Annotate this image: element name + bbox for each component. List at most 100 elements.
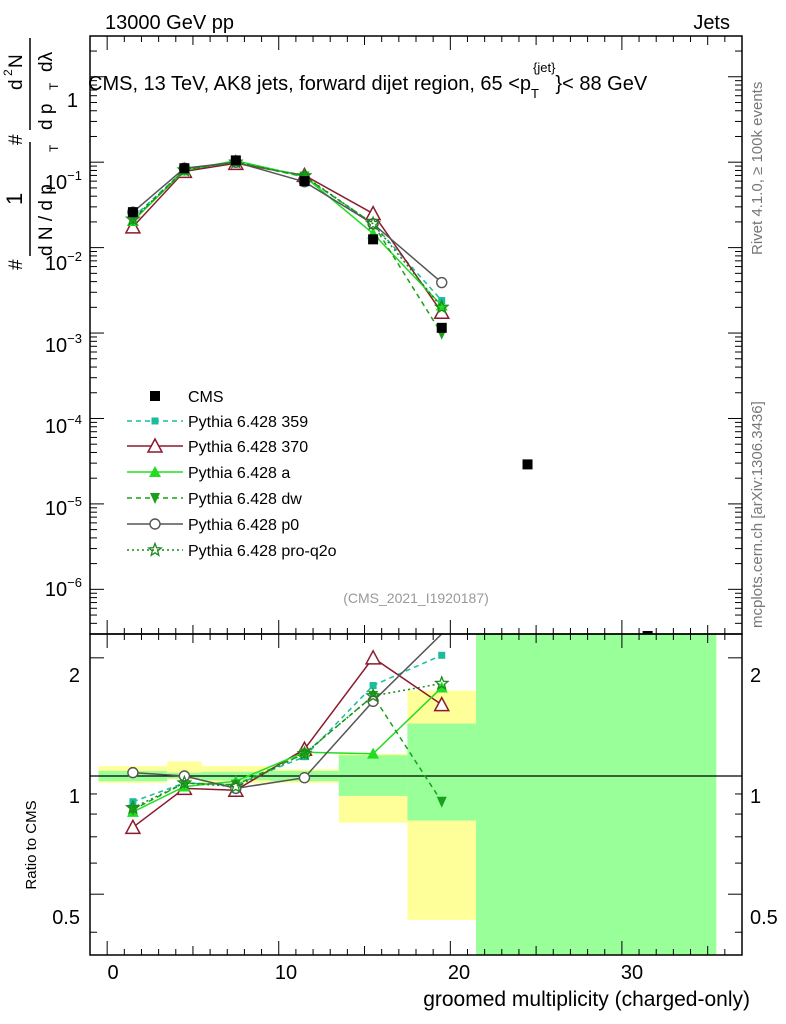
marker-square: [150, 391, 160, 401]
legend-label: Pythia 6.428 a: [188, 465, 290, 482]
analysis-id-label: (CMS_2021_I1920187): [343, 590, 489, 606]
marker-star: [433, 675, 450, 691]
main-plot-curves: [124, 153, 653, 634]
ratio-series-line: [132, 694, 443, 811]
ylabel-denominator-2: d p: [36, 104, 57, 130]
marker-square: [368, 234, 379, 245]
axis-frames: [89, 35, 743, 956]
marker-star: [365, 215, 381, 231]
marker-open-triangle: [146, 437, 164, 453]
marker-square: [522, 459, 533, 470]
marker-square: [127, 207, 138, 218]
legend-entry-a: Pythia 6.428 a: [127, 465, 290, 482]
marker-down-triangle: [436, 796, 447, 808]
main-ytick-label: 10−5: [45, 494, 82, 520]
marker-open-triangle: [364, 649, 382, 665]
marker-star: [433, 298, 450, 315]
marker-open-triangle: [433, 696, 450, 712]
legend-label: Pythia 6.428 359: [188, 414, 308, 431]
ratio-series-line: [132, 633, 443, 790]
ratio-y-axis-label: Ratio to CMS: [23, 800, 40, 889]
xtick-label: 20: [448, 962, 470, 984]
main-ytick-label: 10−2: [45, 249, 82, 275]
ratio-ytick-label-right: 2: [750, 665, 761, 687]
marker-triangle: [367, 747, 380, 759]
main-ytick-label: 10−6: [45, 575, 82, 601]
marker-open-circle: [127, 766, 139, 779]
legend-label: Pythia 6.428 p0: [188, 517, 299, 534]
ylabel-d-numerator: d: [6, 79, 27, 90]
marker-triangle: [149, 466, 161, 477]
ylabel-hash-2: #: [6, 134, 27, 145]
legend-entry-pro-q2o: Pythia 6.428 pro-q2o: [127, 541, 337, 560]
legend-entry-cms: CMS: [150, 389, 224, 406]
series-line: [132, 162, 443, 313]
marker-star: [147, 541, 163, 557]
ylabel-one: 1: [2, 193, 27, 205]
marker-open-triangle: [124, 218, 142, 234]
series-line: [132, 161, 443, 302]
ylabel-sub-t-2: T: [47, 82, 61, 90]
main-ytick-label: 10−1: [45, 168, 82, 194]
legend-label: CMS: [188, 389, 224, 406]
header-left: 13000 GeV pp: [105, 12, 234, 34]
ratio-ytick-label-right: 0.5: [750, 907, 778, 929]
x-axis-label: groomed multiplicity (charged-only): [423, 988, 750, 1011]
ratio-ytick-label: 1: [69, 786, 80, 808]
header-right: Jets: [693, 12, 730, 34]
legend-entry-dw: Pythia 6.428 dw: [127, 491, 302, 508]
marker-small-square: [438, 651, 446, 659]
ylabel-hash-1: #: [6, 259, 27, 270]
legend-marker-dw: [127, 493, 183, 504]
series-line: [132, 159, 443, 307]
marker-star: [124, 799, 141, 815]
marker-square: [179, 163, 190, 174]
plot-title-end: }< 88 GeV: [555, 73, 647, 95]
legend-label: Pythia 6.428 dw: [188, 491, 302, 508]
marker-open-circle: [436, 276, 448, 289]
legend-marker-pro-q2o: [127, 541, 183, 557]
ratio-ytick-label: 0.5: [52, 907, 80, 929]
ratio-series-line: [132, 682, 442, 809]
ratio-ytick-label: 2: [69, 665, 80, 687]
plot-title: CMS, 13 TeV, AK8 jets, forward dijet reg…: [88, 60, 648, 101]
legend-marker-a: [127, 466, 183, 477]
legend-marker-cms: [150, 391, 160, 401]
ratio-uncertainty-bands: [90, 634, 742, 955]
ratio-y-tick-labels: 2 1 0.5 2 1 0.5: [52, 665, 778, 929]
rivet-version-label: Rivet 4.1.0, ≥ 100k events: [749, 82, 766, 255]
legend-label: Pythia 6.428 pro-q2o: [188, 543, 337, 560]
ylabel-sup-2: 2: [1, 69, 15, 76]
marker-open-circle: [298, 772, 311, 784]
ylabel-sub-t-1: T: [47, 144, 61, 152]
ylabel-dlambda: dλ: [36, 51, 57, 72]
marker-square: [436, 322, 447, 333]
ratio-series-line: [132, 654, 443, 803]
marker-open-circle: [149, 518, 161, 530]
ratio-ytick-label-right: 1: [750, 786, 761, 808]
series-line: [132, 161, 443, 308]
marker-square: [230, 155, 241, 166]
plot-title-sub: T: [531, 86, 539, 101]
legend-entry-370: Pythia 6.428 370: [127, 437, 308, 456]
legend-label: Pythia 6.428 370: [188, 439, 308, 456]
marker-star: [296, 745, 313, 761]
main-ytick-label: 1: [67, 90, 78, 112]
marker-star: [227, 778, 244, 794]
legend: CMS Pythia 6.428 359 Pythia 6.428 370 Py…: [127, 389, 337, 560]
legend-marker-359: [127, 417, 183, 425]
ylabel-n-numerator: N: [6, 54, 27, 68]
marker-down-triangle: [127, 215, 138, 227]
plot-title-sup: {jet}: [533, 60, 556, 75]
ratio-plot-curves: [124, 633, 450, 835]
marker-star: [365, 687, 382, 703]
marker-square: [299, 176, 310, 187]
ratio-series-line: [132, 687, 443, 813]
marker-star: [176, 774, 193, 790]
xtick-label: 0: [107, 962, 118, 984]
legend-marker-370: [127, 437, 183, 453]
marker-small-square: [369, 682, 377, 690]
marker-small-square: [151, 417, 159, 425]
xtick-label: 10: [275, 962, 297, 984]
